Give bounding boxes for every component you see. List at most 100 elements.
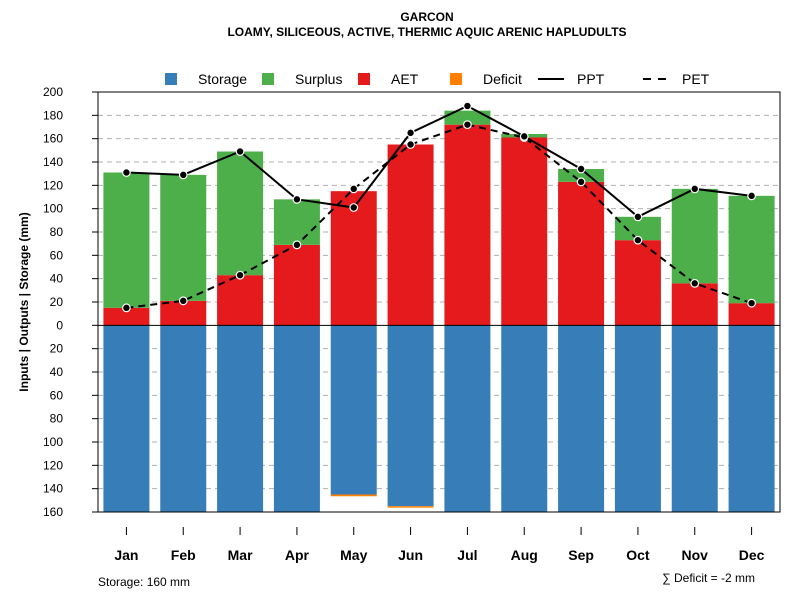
x-tick-label: Aug [511, 547, 538, 563]
surplus-bar [444, 110, 491, 125]
pet-point [122, 303, 131, 313]
storage-legend-swatch [165, 73, 177, 85]
aet-bar [728, 303, 775, 326]
ppt-point [178, 170, 188, 180]
storage-bar [671, 325, 718, 512]
aet-bar [614, 240, 661, 326]
chart-subtitle: LOAMY, SILICEOUS, ACTIVE, THERMIC AQUIC … [227, 25, 626, 39]
y-axis-label: Inputs | Outputs | Storage (mm) [17, 212, 31, 391]
plot-frame [97, 91, 781, 513]
y-tick-label: 0 [56, 318, 63, 332]
x-tick-label: Dec [739, 547, 765, 563]
aet-bar [330, 191, 377, 326]
aet-bar [217, 275, 264, 326]
surplus-bar [728, 195, 775, 304]
y-tick-label: 40 [50, 365, 64, 379]
aet-bar [387, 144, 434, 326]
ppt-legend-label: PPT [577, 71, 605, 87]
storage-bar [387, 325, 434, 507]
x-tick-label: Sep [568, 547, 594, 563]
storage-note: Storage: 160 mm [98, 575, 190, 589]
chart-title: GARCON [400, 10, 453, 24]
y-tick-label: 100 [43, 435, 63, 449]
y-tick-label: 160 [43, 132, 63, 146]
surplus-bar [273, 199, 320, 245]
x-tick-label: Jan [114, 547, 138, 563]
pet-point [690, 278, 700, 288]
pet-point [235, 270, 245, 280]
storage-bar [614, 325, 661, 512]
storage-bar [558, 325, 605, 512]
ppt-point [463, 101, 472, 111]
y-tick-label: 60 [50, 248, 64, 262]
y-tick-label: 140 [43, 482, 63, 496]
ppt-point [519, 131, 529, 141]
y-tick-label: 100 [43, 202, 63, 216]
ppt-point [349, 203, 359, 212]
storage-bar [501, 325, 548, 512]
y-tick-label: 120 [43, 458, 63, 472]
surplus-bar [103, 172, 150, 308]
deficit-note: ∑ Deficit = -2 mm [662, 571, 755, 585]
pet-point [406, 140, 415, 149]
ppt-point [235, 147, 245, 156]
storage-bar [273, 325, 320, 512]
x-tick-label: May [340, 547, 367, 563]
surplus-legend-swatch [262, 73, 274, 85]
gridlines [98, 91, 780, 513]
y-tick-label: 160 [43, 505, 63, 519]
pet-legend-label: PET [682, 71, 710, 87]
pet-line [126, 123, 752, 309]
ppt-point [690, 184, 700, 194]
x-tick-label: Mar [228, 547, 253, 563]
pet-point [292, 240, 302, 250]
y-tick-label: 140 [43, 155, 63, 169]
pet-point [178, 296, 188, 306]
storage-bar [103, 325, 150, 512]
deficit-legend-swatch [450, 73, 462, 85]
ppt-point [122, 168, 131, 177]
aet-bar [501, 137, 548, 326]
surplus-bar [217, 151, 264, 276]
aet-bar [103, 307, 150, 326]
ppt-point [633, 212, 643, 222]
x-tick-label: Nov [682, 547, 709, 563]
pet-point [349, 184, 359, 194]
ppt-point [747, 191, 756, 201]
deficit-bar [330, 494, 377, 497]
y-tick-label: 80 [50, 412, 64, 426]
deficit-bar [387, 506, 434, 508]
pet-point [463, 120, 472, 130]
bars [103, 110, 775, 512]
y-tick-label: 80 [50, 225, 64, 239]
y-tick-label: 180 [43, 108, 63, 122]
surplus-legend-label: Surplus [295, 71, 342, 87]
ppt-line [126, 104, 752, 219]
x-tick-label: Feb [171, 547, 196, 563]
storage-bar [444, 325, 491, 512]
aet-legend-label: AET [391, 71, 419, 87]
aet-bar [444, 124, 491, 326]
y-tick-label: 40 [50, 272, 64, 286]
aet-bar [558, 181, 605, 326]
pet-point [747, 298, 756, 308]
deficit-legend-label: Deficit [483, 71, 522, 87]
x-tick-label: Oct [626, 547, 650, 563]
series-lines [122, 101, 756, 313]
y-tick-label: 20 [50, 342, 64, 356]
y-tick-label: 120 [43, 178, 63, 192]
surplus-bar [671, 188, 718, 284]
y-tick-label: 60 [50, 388, 64, 402]
legend: Storage Surplus AET Deficit PPT PET [165, 71, 710, 87]
ppt-point [406, 128, 415, 138]
aet-bar [273, 244, 320, 326]
storage-bar [217, 325, 264, 512]
surplus-bar [160, 174, 207, 301]
storage-bar [330, 325, 377, 495]
y-tick-label: 20 [50, 295, 64, 309]
y-tick-label: 200 [43, 85, 63, 99]
x-tick-label: Apr [285, 547, 310, 563]
ppt-point [292, 194, 302, 204]
axes: 2001801601401201008060402002040608010012… [43, 85, 781, 563]
